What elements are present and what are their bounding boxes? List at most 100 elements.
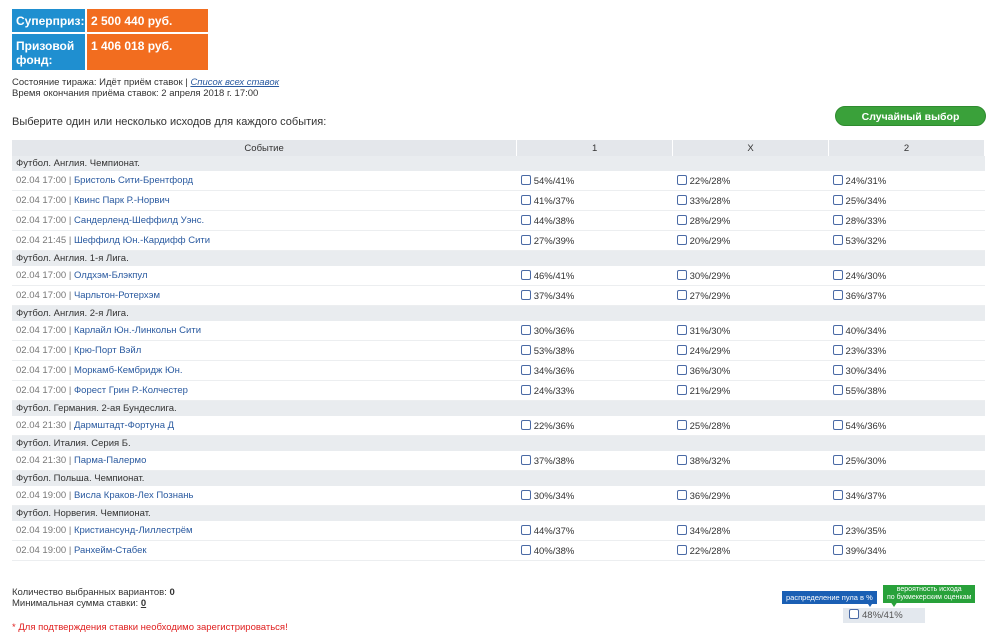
outcome-2-checkbox[interactable]: [832, 234, 843, 245]
outcome-2-checkbox[interactable]: [832, 524, 843, 535]
outcome-1-checkbox[interactable]: [520, 364, 531, 375]
outcome-2-cell[interactable]: 28%/33%: [828, 210, 985, 231]
outcome-x-checkbox[interactable]: [676, 489, 687, 500]
outcome-2-cell[interactable]: 30%/34%: [828, 360, 985, 381]
outcome-2-cell[interactable]: 23%/33%: [828, 340, 985, 361]
outcome-2-cell[interactable]: 25%/30%: [828, 451, 985, 471]
outcome-1-cell[interactable]: 30%/36%: [516, 321, 673, 341]
outcome-x-cell[interactable]: 24%/29%: [672, 340, 829, 361]
outcome-x-cell[interactable]: 36%/29%: [672, 486, 829, 506]
outcome-1-cell[interactable]: 46%/41%: [516, 266, 673, 286]
outcome-1-checkbox[interactable]: [520, 489, 531, 500]
outcome-1-cell[interactable]: 27%/39%: [516, 230, 673, 251]
outcome-2-checkbox[interactable]: [832, 344, 843, 355]
outcome-2-cell[interactable]: 40%/34%: [828, 321, 985, 341]
outcome-1-checkbox[interactable]: [520, 419, 531, 430]
outcome-1-checkbox[interactable]: [520, 214, 531, 225]
outcome-1-cell[interactable]: 53%/38%: [516, 340, 673, 361]
outcome-2-cell[interactable]: 24%/31%: [828, 171, 985, 191]
outcome-1-cell[interactable]: 24%/33%: [516, 380, 673, 401]
outcome-2-checkbox[interactable]: [832, 489, 843, 500]
outcome-x-cell[interactable]: 21%/29%: [672, 380, 829, 401]
outcome-1-checkbox[interactable]: [520, 524, 531, 535]
outcome-x-cell[interactable]: 25%/28%: [672, 416, 829, 436]
outcome-2-checkbox[interactable]: [832, 194, 843, 205]
outcome-1-checkbox[interactable]: [520, 544, 531, 555]
outcome-x-cell[interactable]: 36%/30%: [672, 360, 829, 381]
outcome-x-checkbox[interactable]: [676, 234, 687, 245]
outcome-1-cell[interactable]: 44%/37%: [516, 521, 673, 541]
outcome-2-cell[interactable]: 55%/38%: [828, 380, 985, 401]
outcome-1-cell[interactable]: 34%/36%: [516, 360, 673, 381]
outcome-1-cell[interactable]: 22%/36%: [516, 416, 673, 436]
outcome-1-checkbox[interactable]: [520, 269, 531, 280]
outcome-x-cell[interactable]: 34%/28%: [672, 521, 829, 541]
outcome-x-checkbox[interactable]: [676, 384, 687, 395]
outcome-x-cell[interactable]: 28%/29%: [672, 210, 829, 231]
outcome-x-checkbox[interactable]: [676, 419, 687, 430]
outcome-x-checkbox[interactable]: [676, 289, 687, 300]
outcome-1-cell[interactable]: 37%/38%: [516, 451, 673, 471]
outcome-2-checkbox[interactable]: [832, 324, 843, 335]
outcome-x-cell[interactable]: 38%/32%: [672, 451, 829, 471]
outcome-2-checkbox[interactable]: [832, 214, 843, 225]
outcome-x-checkbox[interactable]: [676, 269, 687, 280]
outcome-2-checkbox[interactable]: [832, 289, 843, 300]
outcome-x-cell[interactable]: 22%/28%: [672, 171, 829, 191]
outcome-2-cell[interactable]: 53%/32%: [828, 230, 985, 251]
outcome-x-cell[interactable]: 27%/29%: [672, 285, 829, 306]
outcome-1-checkbox[interactable]: [520, 384, 531, 395]
outcome-x-cell[interactable]: 31%/30%: [672, 321, 829, 341]
outcome-2-checkbox[interactable]: [832, 269, 843, 280]
outcome-1-checkbox[interactable]: [520, 174, 531, 185]
outcome-1-cell[interactable]: 37%/34%: [516, 285, 673, 306]
table-row: 02.04 17:00 | Олдхэм-Блэкпул 46%/41% 30%/2…: [12, 266, 985, 286]
outcome-1-checkbox[interactable]: [520, 344, 531, 355]
outcome-1-cell[interactable]: 30%/34%: [516, 486, 673, 506]
outcome-x-cell[interactable]: 30%/29%: [672, 266, 829, 286]
outcome-1-cell[interactable]: 44%/38%: [516, 210, 673, 231]
event-time: 02.04 17:00 |: [16, 325, 72, 336]
event-name: Форест Грин Р.-Колчестер: [73, 385, 188, 396]
outcome-2-checkbox[interactable]: [832, 454, 843, 465]
outcome-2-value: 30%/34%: [845, 365, 887, 377]
outcome-x-cell[interactable]: 20%/29%: [672, 230, 829, 251]
outcome-x-cell[interactable]: 33%/28%: [672, 190, 829, 211]
outcome-1-checkbox[interactable]: [520, 289, 531, 300]
event-time: 02.04 17:00 |: [16, 270, 72, 281]
outcome-x-checkbox[interactable]: [676, 214, 687, 225]
all-bets-link[interactable]: Список всех ставок: [190, 77, 280, 88]
outcome-2-checkbox[interactable]: [832, 419, 843, 430]
outcome-2-cell[interactable]: 36%/37%: [828, 285, 985, 306]
outcome-x-checkbox[interactable]: [676, 524, 687, 535]
group-title: Футбол. Польша. Чемпионат.: [12, 470, 985, 486]
outcome-2-checkbox[interactable]: [832, 174, 843, 185]
outcome-1-checkbox[interactable]: [520, 454, 531, 465]
outcome-1-cell[interactable]: 54%/41%: [516, 171, 673, 191]
outcome-x-checkbox[interactable]: [676, 364, 687, 375]
outcome-x-checkbox[interactable]: [676, 544, 687, 555]
table-row: 02.04 19:00 | Висла Краков-Лех Познань 30…: [12, 486, 985, 506]
outcome-x-checkbox[interactable]: [676, 454, 687, 465]
outcome-2-checkbox[interactable]: [832, 544, 843, 555]
outcome-x-checkbox[interactable]: [676, 324, 687, 335]
outcome-2-cell[interactable]: 54%/36%: [828, 416, 985, 436]
outcome-x-checkbox[interactable]: [676, 174, 687, 185]
outcome-2-checkbox[interactable]: [832, 384, 843, 395]
outcome-1-cell[interactable]: 40%/38%: [516, 540, 673, 561]
outcome-x-checkbox[interactable]: [676, 344, 687, 355]
outcome-1-checkbox[interactable]: [520, 234, 531, 245]
outcome-2-checkbox[interactable]: [832, 364, 843, 375]
outcome-2-cell[interactable]: 34%/37%: [828, 486, 985, 506]
prize-fund-label: Призовой фонд:: [12, 34, 85, 70]
random-choice-button[interactable]: Случайный выбор: [835, 106, 986, 126]
outcome-1-checkbox[interactable]: [520, 324, 531, 335]
outcome-1-checkbox[interactable]: [520, 194, 531, 205]
outcome-x-checkbox[interactable]: [676, 194, 687, 205]
outcome-1-cell[interactable]: 41%/37%: [516, 190, 673, 211]
outcome-2-cell[interactable]: 24%/30%: [828, 266, 985, 286]
outcome-2-cell[interactable]: 39%/34%: [828, 540, 985, 561]
outcome-2-cell[interactable]: 25%/34%: [828, 190, 985, 211]
outcome-x-cell[interactable]: 22%/28%: [672, 540, 829, 561]
outcome-2-cell[interactable]: 23%/35%: [828, 521, 985, 541]
